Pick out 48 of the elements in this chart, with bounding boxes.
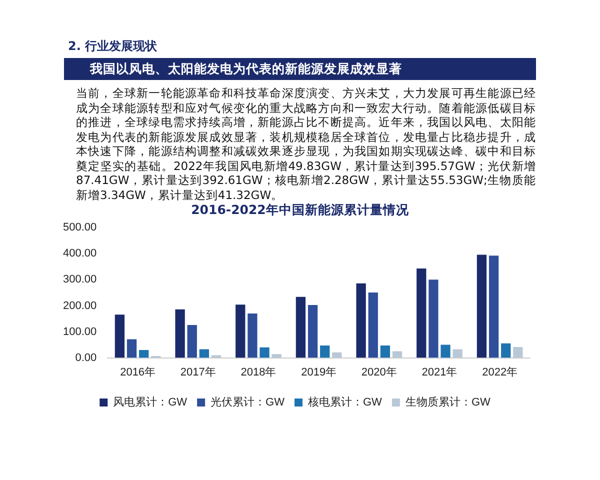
x-tick-label: 2017年 bbox=[180, 366, 216, 378]
bar bbox=[476, 254, 487, 358]
x-tick-label: 2016年 bbox=[120, 366, 156, 378]
y-tick-label: 0.00 bbox=[75, 352, 97, 364]
bar bbox=[260, 347, 270, 358]
bar bbox=[356, 283, 366, 358]
bar bbox=[440, 344, 450, 358]
x-tick-label: 2020年 bbox=[361, 366, 397, 378]
bar bbox=[320, 346, 330, 358]
y-tick-label: 200.00 bbox=[62, 300, 97, 312]
bar bbox=[248, 314, 258, 358]
bar bbox=[296, 296, 306, 358]
x-tick-label: 2021年 bbox=[422, 366, 458, 378]
y-tick-label: 400.00 bbox=[62, 248, 97, 260]
text: 当前，全球新一轮能源革命和科技革命深度演变、方兴未艾，大力发展可再生能源已经成为全球能源转型和应对气候变化的重大战略方向和一致宏大行动。随着能源低碳目标的推进，全球绿电需求持续高增，新能源占比不断提高。近年来，我国以风电、太阳能发电为代表的新能源发展成效显著，装机规模稳居全球首位，发电量占比稳步提升，成本快速下降，能源结构调整和减碳效果逐步显现，为我国如期实现碳达峰、碳中和目标奠定坚实的基础。2022年我国风电新增49.83GW，累计量达到395.57GW；光伏新增87.41GW，累计量达到392.61GW；核电新增2.28GW，累计量达55.53GW;生物质能新增3.34GW，累计量达到41.32GW。 bbox=[76, 86, 536, 202]
bar bbox=[488, 256, 499, 358]
bar bbox=[428, 280, 438, 358]
legend-label: 生物质累计：GW bbox=[405, 396, 491, 409]
chart-title: 2016-2022年中国新能源累计量情况 bbox=[190, 202, 410, 219]
bar bbox=[211, 355, 222, 358]
bar bbox=[187, 324, 197, 358]
bar bbox=[513, 347, 523, 358]
x-tick-label: 2022年 bbox=[482, 366, 518, 378]
bar bbox=[501, 343, 511, 358]
bar bbox=[416, 268, 426, 358]
bar bbox=[308, 304, 318, 358]
bar bbox=[175, 309, 185, 358]
y-tick-label: 500.00 bbox=[62, 222, 97, 234]
x-tick-label: 2019年 bbox=[301, 366, 337, 378]
legend-label: 风电累计：GW bbox=[113, 396, 188, 409]
bar bbox=[199, 349, 210, 358]
text: 我国以风电、太阳能发电为代表的新能源发展成效显著 bbox=[64, 58, 536, 80]
bar bbox=[452, 349, 462, 358]
bar bbox=[236, 304, 246, 358]
x-tick-label: 2018年 bbox=[240, 366, 276, 378]
bar bbox=[392, 351, 402, 358]
y-tick-label: 300.00 bbox=[62, 274, 97, 286]
bar bbox=[368, 292, 378, 358]
text: 2. 行业发展现状 bbox=[68, 38, 158, 55]
bar bbox=[114, 314, 125, 358]
bar bbox=[332, 352, 342, 358]
legend-label: 核电累计：GW bbox=[307, 396, 383, 409]
bar bbox=[126, 339, 137, 358]
legend-label: 光伏累计：GW bbox=[210, 396, 286, 409]
bar bbox=[380, 346, 390, 358]
bar bbox=[139, 350, 149, 358]
y-tick-label: 100.00 bbox=[62, 326, 97, 338]
bar bbox=[272, 354, 282, 358]
